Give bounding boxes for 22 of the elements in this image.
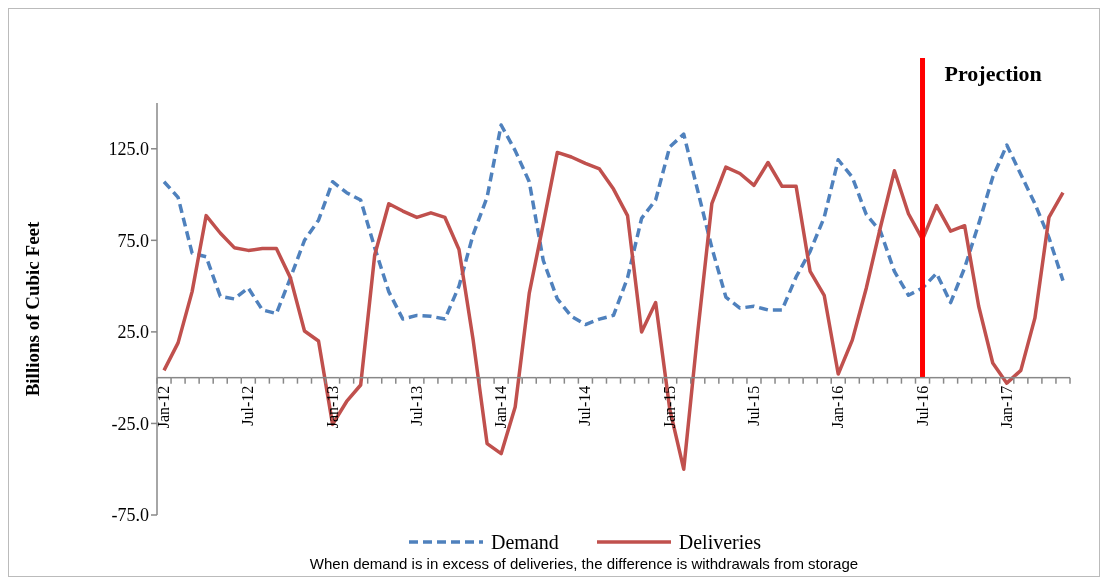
y-tick-label: -25.0 (111, 413, 149, 434)
x-tick-label: Jan-17 (997, 385, 1015, 429)
x-tick-label: Jan-14 (492, 385, 510, 429)
text: When demand is in excess of deliveries, the difference is withdrawals from storage (308, 555, 860, 574)
ref-line-label: Projection (944, 61, 1042, 86)
x-tick-label: Jan-13 (323, 385, 341, 429)
y-tick-label: 125.0 (108, 139, 149, 160)
line-series (162, 123, 1065, 327)
x-tick-label: Jul-12 (239, 385, 257, 426)
y-tick-label: -75.0 (111, 505, 149, 526)
x-tick-label: Jul-16 (913, 385, 931, 426)
x-tick-label: Jan-12 (155, 385, 173, 429)
y-axis-title: Billions of Cubic Feet (21, 220, 43, 397)
x-tick-label: Jan-15 (660, 385, 678, 429)
x-tick-label: Jul-13 (407, 385, 425, 426)
y-tick-label: 25.0 (117, 322, 149, 343)
x-tick-label: Jul-15 (744, 385, 762, 426)
x-tick-label: Jan-16 (829, 385, 847, 429)
y-tick-label: 75.0 (117, 230, 149, 251)
legend-label: Demand (491, 530, 559, 554)
legend-label: Deliveries (678, 530, 761, 554)
x-tick-label: Jul-14 (576, 385, 594, 426)
